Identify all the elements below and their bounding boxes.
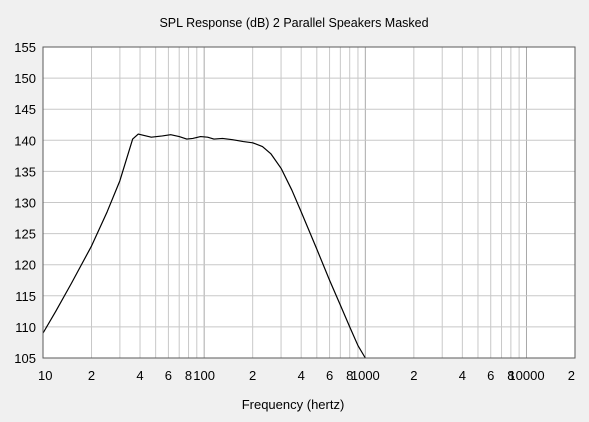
y-tick-label: 155	[14, 40, 36, 55]
x-tick-label: 10	[38, 368, 52, 383]
x-tick-label: 2	[88, 368, 95, 383]
x-tick-label: 4	[136, 368, 143, 383]
x-tick-label: 1000	[351, 368, 380, 383]
x-tick-label: 6	[326, 368, 333, 383]
chart-title: SPL Response (dB) 2 Parallel Speakers Ma…	[159, 16, 428, 30]
plot-frame	[42, 46, 576, 359]
x-tick-label: 2	[249, 368, 256, 383]
y-tick-label: 125	[14, 227, 36, 242]
x-tick-label: 8	[346, 368, 353, 383]
y-tick-label: 115	[15, 289, 36, 304]
y-tick-label: 145	[14, 102, 36, 117]
y-tick-label: 130	[14, 196, 36, 211]
y-tick-label: 120	[14, 258, 36, 273]
x-tick-label: 8	[507, 368, 514, 383]
y-tick-label: 105	[14, 351, 36, 366]
x-axis-label: Frequency (hertz)	[242, 397, 345, 412]
x-tick-label: 2	[410, 368, 417, 383]
x-tick-label: 100	[193, 368, 215, 383]
y-tick-label: 150	[14, 71, 36, 86]
y-tick-label: 140	[14, 133, 36, 148]
x-tick-label: 2	[568, 368, 575, 383]
x-tick-label: 8	[185, 368, 192, 383]
grid	[43, 47, 575, 358]
y-tick-label: 135	[14, 164, 36, 179]
x-tick-label: 4	[459, 368, 466, 383]
series-layer	[42, 133, 366, 359]
y-tick-label: 110	[15, 320, 36, 335]
x-tick-label: 6	[487, 368, 494, 383]
x-tick-label: 4	[298, 368, 305, 383]
y-axis-ticks: 155 150 145 140 135 130 125 120 115 110 105	[14, 40, 36, 366]
x-tick-label: 10000	[508, 368, 544, 383]
spl-response-line	[42, 133, 366, 359]
x-tick-label: 6	[165, 368, 172, 383]
